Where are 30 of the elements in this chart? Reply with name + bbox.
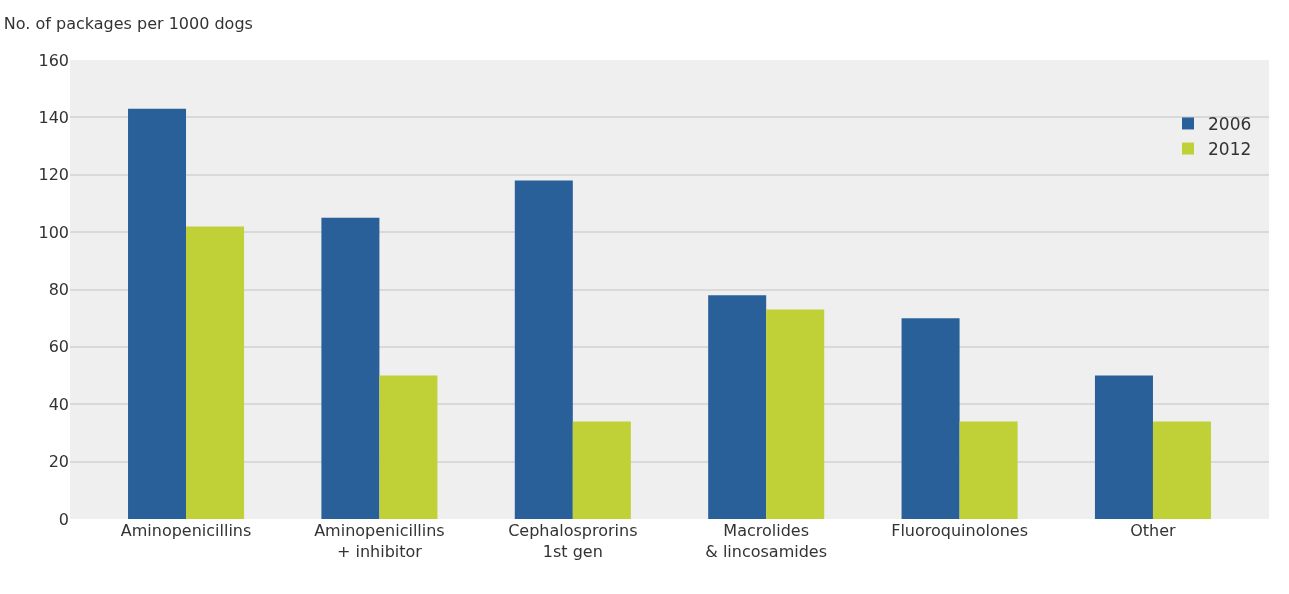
legend-label: 2006 <box>1208 114 1252 135</box>
y-tick-label: 100 <box>38 222 69 242</box>
x-tick-label: Aminopenicillins + inhibitor <box>314 521 445 561</box>
bar <box>572 421 631 519</box>
bar <box>959 421 1018 519</box>
x-tick-label: Macrolides & lincosamides <box>705 521 828 561</box>
bar <box>708 295 767 519</box>
y-axis-title: No. of packages per 1000 dogs <box>3 14 253 34</box>
bar <box>321 217 380 519</box>
y-tick-label: 40 <box>48 394 69 414</box>
y-tick-label: 140 <box>38 107 69 127</box>
x-tick-label: Other <box>1130 521 1177 540</box>
x-tick-label: Fluoroquinolones <box>891 521 1028 540</box>
y-tick-label: 0 <box>58 509 69 529</box>
legend-label: 2012 <box>1208 139 1252 160</box>
bar <box>128 108 187 519</box>
y-tick-label: 20 <box>48 452 69 472</box>
y-tick-label: 60 <box>48 337 69 357</box>
bar <box>379 375 438 519</box>
bar <box>1094 375 1153 519</box>
bar <box>766 309 825 519</box>
x-tick-label: Cephalosprorins 1st gen <box>508 521 638 561</box>
bar <box>1152 421 1211 519</box>
bar <box>514 180 573 519</box>
x-tick-label: Aminopenicillins <box>120 521 252 540</box>
bar <box>901 318 960 519</box>
bar <box>186 226 245 519</box>
y-tick-label: 80 <box>48 280 69 300</box>
y-tick-label: 120 <box>38 165 69 185</box>
y-tick-label: 160 <box>38 50 69 70</box>
